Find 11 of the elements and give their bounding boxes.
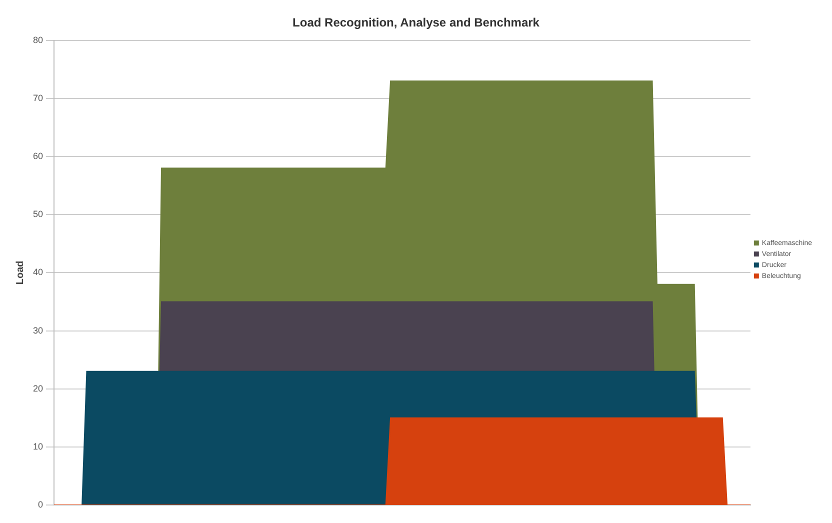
chart-title: Load Recognition, Analyse and Benchmark xyxy=(292,16,540,30)
y-tick-label: 50 xyxy=(32,209,44,220)
y-tick-label: 70 xyxy=(32,92,44,103)
y-tick-label: 10 xyxy=(32,441,44,452)
y-tick-label: 60 xyxy=(32,151,44,162)
y-tick-label: 0 xyxy=(38,499,44,510)
y-tick-label: 80 xyxy=(32,34,44,45)
y-tick-label: 20 xyxy=(32,383,44,394)
y-axis-title: Load xyxy=(14,260,26,285)
y-tick-label: 30 xyxy=(32,325,44,336)
y-tick-label: 40 xyxy=(32,267,44,278)
